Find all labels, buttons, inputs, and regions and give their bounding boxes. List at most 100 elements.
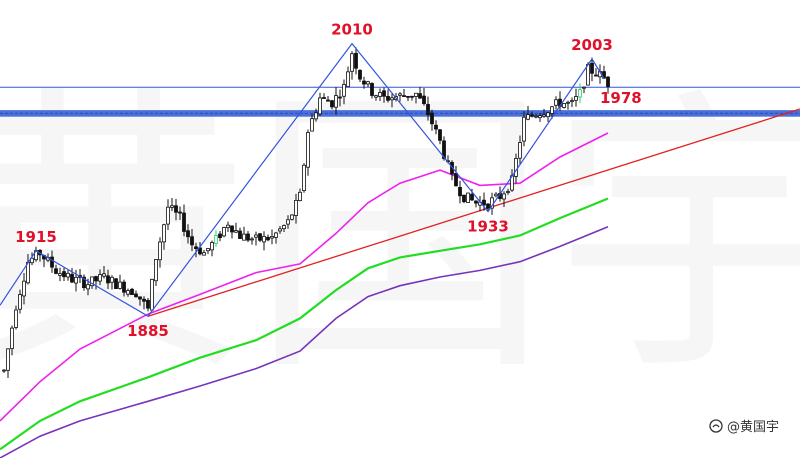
candle [310, 113, 314, 132]
candle [270, 229, 274, 245]
candle [206, 248, 210, 255]
support-level-label: 1978 [600, 89, 642, 107]
candle [262, 231, 266, 251]
labels-layer: 1978 1915 1885 2010 1933 2003 [15, 21, 642, 341]
candle [378, 88, 382, 101]
candle [574, 88, 578, 107]
candle [570, 97, 574, 108]
candle [386, 89, 390, 103]
candle [354, 47, 358, 75]
candle [486, 202, 490, 211]
candle [234, 222, 238, 234]
candle [70, 267, 74, 284]
candle [418, 86, 422, 99]
author-watermark: @黄国宇 [727, 420, 779, 435]
candle [462, 194, 466, 204]
candle [102, 265, 106, 279]
candle [482, 192, 486, 211]
candle [238, 227, 242, 239]
candle [186, 224, 190, 244]
candle [302, 163, 306, 193]
candle [318, 92, 322, 116]
candle [114, 278, 118, 289]
candle [82, 274, 86, 291]
candles-layer [2, 47, 610, 379]
candle [174, 198, 178, 221]
candle [334, 87, 338, 115]
candle [226, 221, 230, 233]
candle [58, 267, 62, 282]
candle [62, 267, 66, 282]
pivot-label-1885: 1885 [127, 322, 169, 340]
candle [566, 100, 570, 110]
candle [50, 250, 54, 273]
candle [594, 68, 598, 77]
candle [546, 111, 550, 122]
candle [406, 95, 410, 102]
wave-zigzag [0, 42, 605, 317]
candle [466, 192, 470, 203]
candle [374, 94, 378, 101]
candle [98, 269, 102, 286]
pivot-label-2003: 2003 [571, 36, 613, 54]
trendline [147, 108, 800, 317]
candle [214, 230, 218, 247]
candle [158, 237, 162, 268]
candle [282, 224, 286, 233]
candle [258, 232, 262, 243]
candle [358, 69, 362, 82]
candle [454, 166, 458, 187]
candle [54, 264, 58, 275]
candle [414, 92, 418, 104]
wave-layer [0, 42, 605, 317]
candle [106, 269, 110, 290]
candle [590, 57, 594, 82]
candle [390, 93, 394, 108]
candle [506, 188, 510, 195]
candle [190, 229, 194, 252]
candle [522, 111, 526, 147]
candle [306, 129, 310, 176]
candle [326, 96, 330, 102]
candle [10, 325, 14, 356]
candle [370, 82, 374, 99]
candle [434, 120, 438, 135]
candle [350, 51, 354, 80]
candle [134, 290, 138, 298]
candle [14, 305, 18, 330]
candle [110, 275, 114, 290]
candle [298, 188, 302, 202]
candle [502, 191, 506, 208]
candle [330, 99, 334, 110]
candle [150, 278, 154, 311]
candle [538, 113, 542, 122]
candle [526, 105, 530, 121]
candle [2, 369, 6, 373]
candle [242, 226, 246, 241]
candle [30, 252, 34, 266]
candle [410, 95, 414, 101]
candle [22, 272, 26, 305]
candle [246, 230, 250, 243]
candle [422, 87, 426, 106]
candle [210, 240, 214, 257]
candle [294, 193, 298, 224]
ma-mid-line [0, 197, 609, 451]
candle [66, 269, 70, 281]
candle [518, 135, 522, 165]
support-band-layer [0, 110, 800, 117]
ma-slow-line [0, 226, 609, 458]
candle [362, 76, 366, 89]
candle [458, 180, 462, 204]
pivot-label-1915: 1915 [15, 228, 57, 246]
candle [198, 242, 202, 256]
candle [142, 296, 146, 310]
candle [146, 297, 150, 312]
weibo-logo-mark-icon [712, 424, 720, 428]
candle [398, 92, 402, 102]
candle [474, 200, 478, 208]
candle [202, 249, 206, 256]
candle [138, 296, 142, 306]
